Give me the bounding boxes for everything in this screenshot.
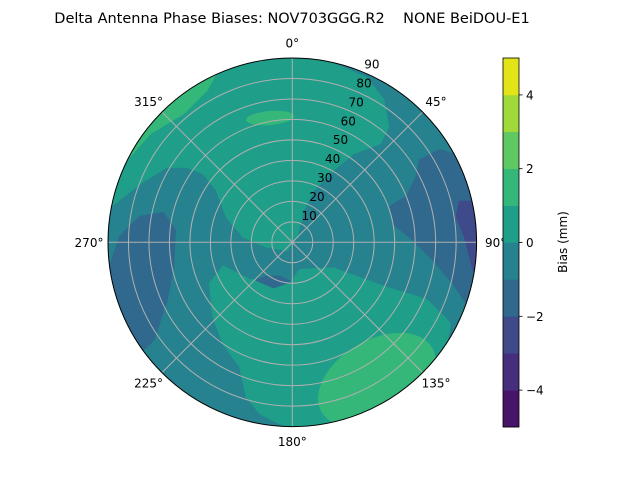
contour-region — [455, 200, 477, 271]
radial-tick-label: 90 — [364, 58, 379, 72]
colorbar-tick-label: 4 — [526, 88, 534, 102]
angular-tick-label: 270° — [75, 236, 104, 250]
radial-tick-label: 70 — [349, 95, 364, 109]
colorbar-band — [503, 242, 519, 280]
polar-grid — [108, 58, 477, 427]
colorbar-band — [503, 205, 519, 243]
contour-region — [107, 212, 176, 351]
angular-tick-label: 45° — [425, 95, 446, 109]
colorbar-band — [503, 58, 519, 96]
colorbar-tick-label: −2 — [526, 310, 544, 324]
angular-tick-label: 90° — [485, 236, 506, 250]
colorbar-tick-label: 0 — [526, 236, 534, 250]
angular-tick-label: 315° — [134, 95, 163, 109]
colorbar-label: Bias (mm) — [556, 211, 570, 273]
angular-tick-labels: 0° 45° 90° 135° 180° 225° 270° 315° — [75, 37, 507, 450]
radial-tick-labels: 10 20 30 40 50 60 70 80 90 — [301, 58, 379, 223]
angular-tick-label: 0° — [285, 37, 299, 51]
angular-gridline — [161, 111, 423, 373]
contour-region — [246, 110, 294, 126]
angular-tick-label: 180° — [278, 435, 307, 449]
colorbar-band — [503, 168, 519, 206]
radial-tick-label: 50 — [333, 133, 348, 147]
angular-tick-label: 225° — [134, 377, 163, 391]
colorbar-tick-label: 2 — [526, 162, 534, 176]
colorbar-tick-label: −4 — [526, 384, 544, 398]
colorbar-band — [503, 279, 519, 317]
angular-tick-label: 135° — [422, 377, 451, 391]
colorbar-band — [503, 390, 519, 428]
radial-tick-label: 10 — [301, 209, 316, 223]
colorbar-band — [503, 353, 519, 391]
colorbar-band — [503, 316, 519, 354]
radial-tick-label: 40 — [325, 152, 340, 166]
polar-frame — [107, 57, 478, 428]
colorbar-band — [503, 94, 519, 133]
radial-tick-label: 30 — [317, 171, 332, 185]
colorbar-band — [503, 131, 519, 169]
radial-tick-label: 60 — [341, 114, 356, 128]
chart-title: Delta Antenna Phase Biases: NOV703GGG.R2… — [54, 11, 529, 27]
radial-tick-label: 80 — [356, 76, 371, 90]
contour-region — [255, 275, 291, 289]
radial-tick-label: 20 — [309, 190, 324, 204]
colorbar: −4 −2 0 2 4 — [502, 57, 544, 428]
